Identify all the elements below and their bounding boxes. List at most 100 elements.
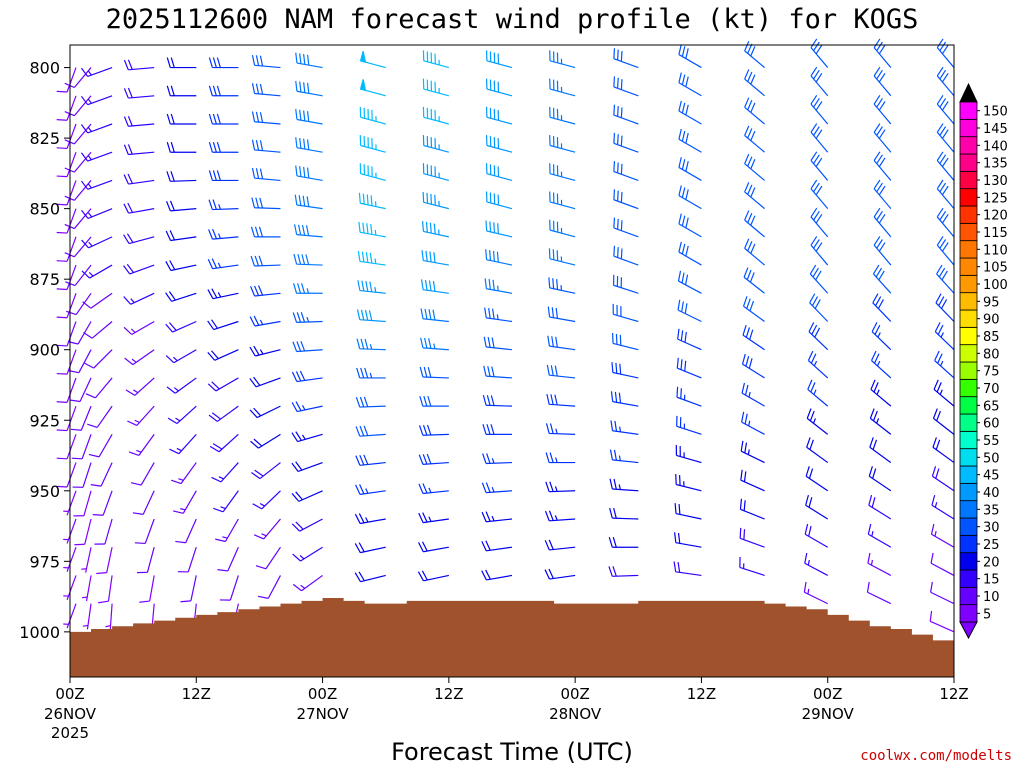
barb-staff [486, 288, 513, 294]
barb-staff [66, 377, 77, 403]
barb-staff [423, 546, 449, 553]
barb-feather [295, 52, 298, 64]
barb-feather [166, 85, 171, 96]
barb-staff [549, 88, 576, 97]
barb-staff [212, 292, 239, 300]
wind-barb [166, 377, 197, 394]
barb-feather [485, 220, 488, 232]
wind-barb [549, 163, 576, 182]
wind-barb [80, 179, 113, 190]
wind-barb [809, 293, 829, 322]
wind-barb [549, 78, 576, 97]
barb-staff [677, 338, 702, 351]
wind-barb [544, 568, 576, 580]
barb-feather [295, 401, 302, 412]
barb-staff [267, 575, 282, 599]
barb-half-feather [748, 420, 751, 427]
barb-staff [298, 490, 323, 502]
wind-barb [936, 207, 955, 238]
barb-feather [56, 429, 68, 432]
barb-staff [804, 591, 828, 605]
barb-feather [613, 132, 616, 144]
barb-feather [685, 161, 689, 172]
barb-feather [215, 538, 226, 543]
wind-barb [805, 494, 829, 520]
barb-staff [66, 349, 77, 375]
barb-feather [878, 129, 886, 139]
colorbar-label: 110 [983, 243, 1008, 258]
wind-barb [482, 424, 512, 435]
barb-feather [249, 316, 256, 327]
colorbar-label: 85 [983, 330, 1000, 345]
barb-feather [491, 337, 495, 348]
wind-barb [94, 518, 113, 545]
barb-feather [739, 498, 743, 510]
wind-barb [81, 264, 113, 279]
barb-feather [432, 280, 436, 292]
barb-half-feather [259, 319, 264, 325]
y-tick-label: 975 [29, 552, 60, 571]
barb-staff [80, 405, 92, 431]
barb-feather [166, 171, 171, 182]
barb-feather [550, 394, 554, 405]
wind-barb [804, 552, 828, 576]
wind-barb [293, 224, 323, 238]
barb-staff [130, 292, 155, 305]
barb-feather [66, 310, 77, 316]
barb-feather [677, 532, 681, 544]
colorbar-label: 30 [983, 521, 1000, 536]
barb-feather [253, 438, 263, 447]
barb-feather [938, 267, 946, 278]
barb-half-feather [218, 476, 224, 480]
wind-barb [356, 367, 386, 379]
wind-barb [293, 253, 323, 266]
barb-feather [420, 279, 424, 290]
barb-feather [355, 426, 361, 437]
colorbar-label: 105 [983, 261, 1008, 276]
wind-barb [936, 123, 955, 153]
barb-feather [418, 483, 424, 494]
barb-feather [876, 69, 883, 80]
wind-barb [931, 466, 955, 492]
barb-staff [229, 575, 239, 601]
barb-staff [90, 292, 113, 309]
barb-feather [617, 247, 619, 258]
wind-barb [74, 518, 92, 546]
barb-feather [611, 362, 614, 373]
barb-staff [359, 490, 386, 495]
barb-feather [813, 182, 820, 193]
barb-staff [360, 231, 386, 238]
barb-staff [678, 54, 702, 69]
barb-staff [359, 433, 386, 437]
wind-barb [873, 66, 892, 97]
barb-feather [815, 129, 823, 139]
barb-feather [750, 46, 756, 57]
barb-feather [56, 288, 68, 291]
barb-staff [486, 574, 513, 581]
barb-staff [263, 518, 281, 540]
barb-feather [366, 194, 369, 205]
barb-feather [685, 245, 689, 257]
barb-feather [169, 230, 176, 241]
barb-feather [418, 454, 424, 465]
barb-feather [617, 77, 619, 89]
wind-barb [56, 434, 77, 460]
barb-feather [939, 239, 947, 249]
barb-staff [930, 591, 955, 605]
wind-barb [873, 207, 892, 238]
barb-staff [73, 151, 92, 173]
wind-barb [485, 78, 513, 97]
wind-barb [545, 481, 576, 493]
barb-staff [174, 377, 197, 394]
credit-link[interactable]: coolwx.com/modelts [860, 748, 1012, 764]
barb-staff [106, 547, 113, 573]
wind-barb [83, 321, 113, 339]
wind-barb [82, 603, 92, 630]
barb-feather [608, 566, 613, 577]
wind-barb [123, 292, 155, 305]
barb-staff [867, 591, 892, 605]
colorbar-label: 20 [983, 555, 1000, 570]
barb-feather [805, 494, 809, 506]
barb-feather [936, 123, 944, 133]
wind-barb [123, 233, 155, 245]
